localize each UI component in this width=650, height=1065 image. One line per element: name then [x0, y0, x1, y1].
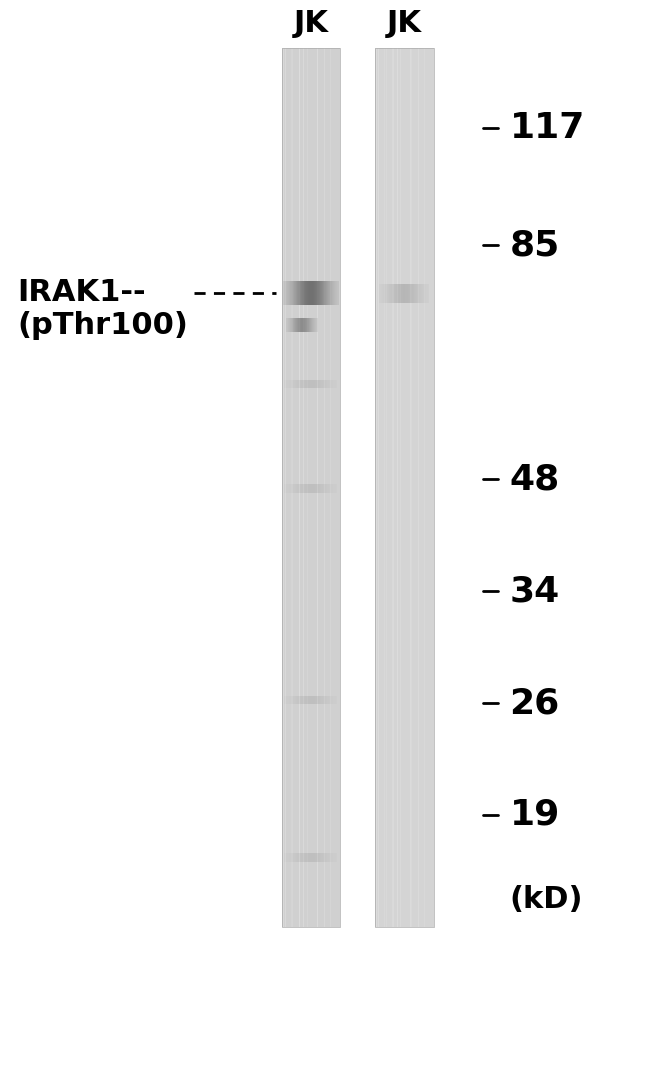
Text: 19: 19: [510, 798, 560, 832]
Bar: [281, 48, 340, 927]
Text: 34: 34: [510, 574, 560, 608]
Text: JK: JK: [293, 9, 328, 37]
Text: (kD): (kD): [510, 885, 583, 915]
Text: 48: 48: [510, 462, 560, 496]
Bar: [375, 48, 434, 927]
Text: 26: 26: [510, 686, 560, 720]
Bar: [281, 48, 340, 927]
Text: 85: 85: [510, 228, 560, 262]
Text: 117: 117: [510, 111, 585, 145]
Bar: [375, 48, 434, 927]
Text: IRAK1--
(pThr100): IRAK1-- (pThr100): [17, 278, 188, 341]
Text: JK: JK: [387, 9, 422, 37]
